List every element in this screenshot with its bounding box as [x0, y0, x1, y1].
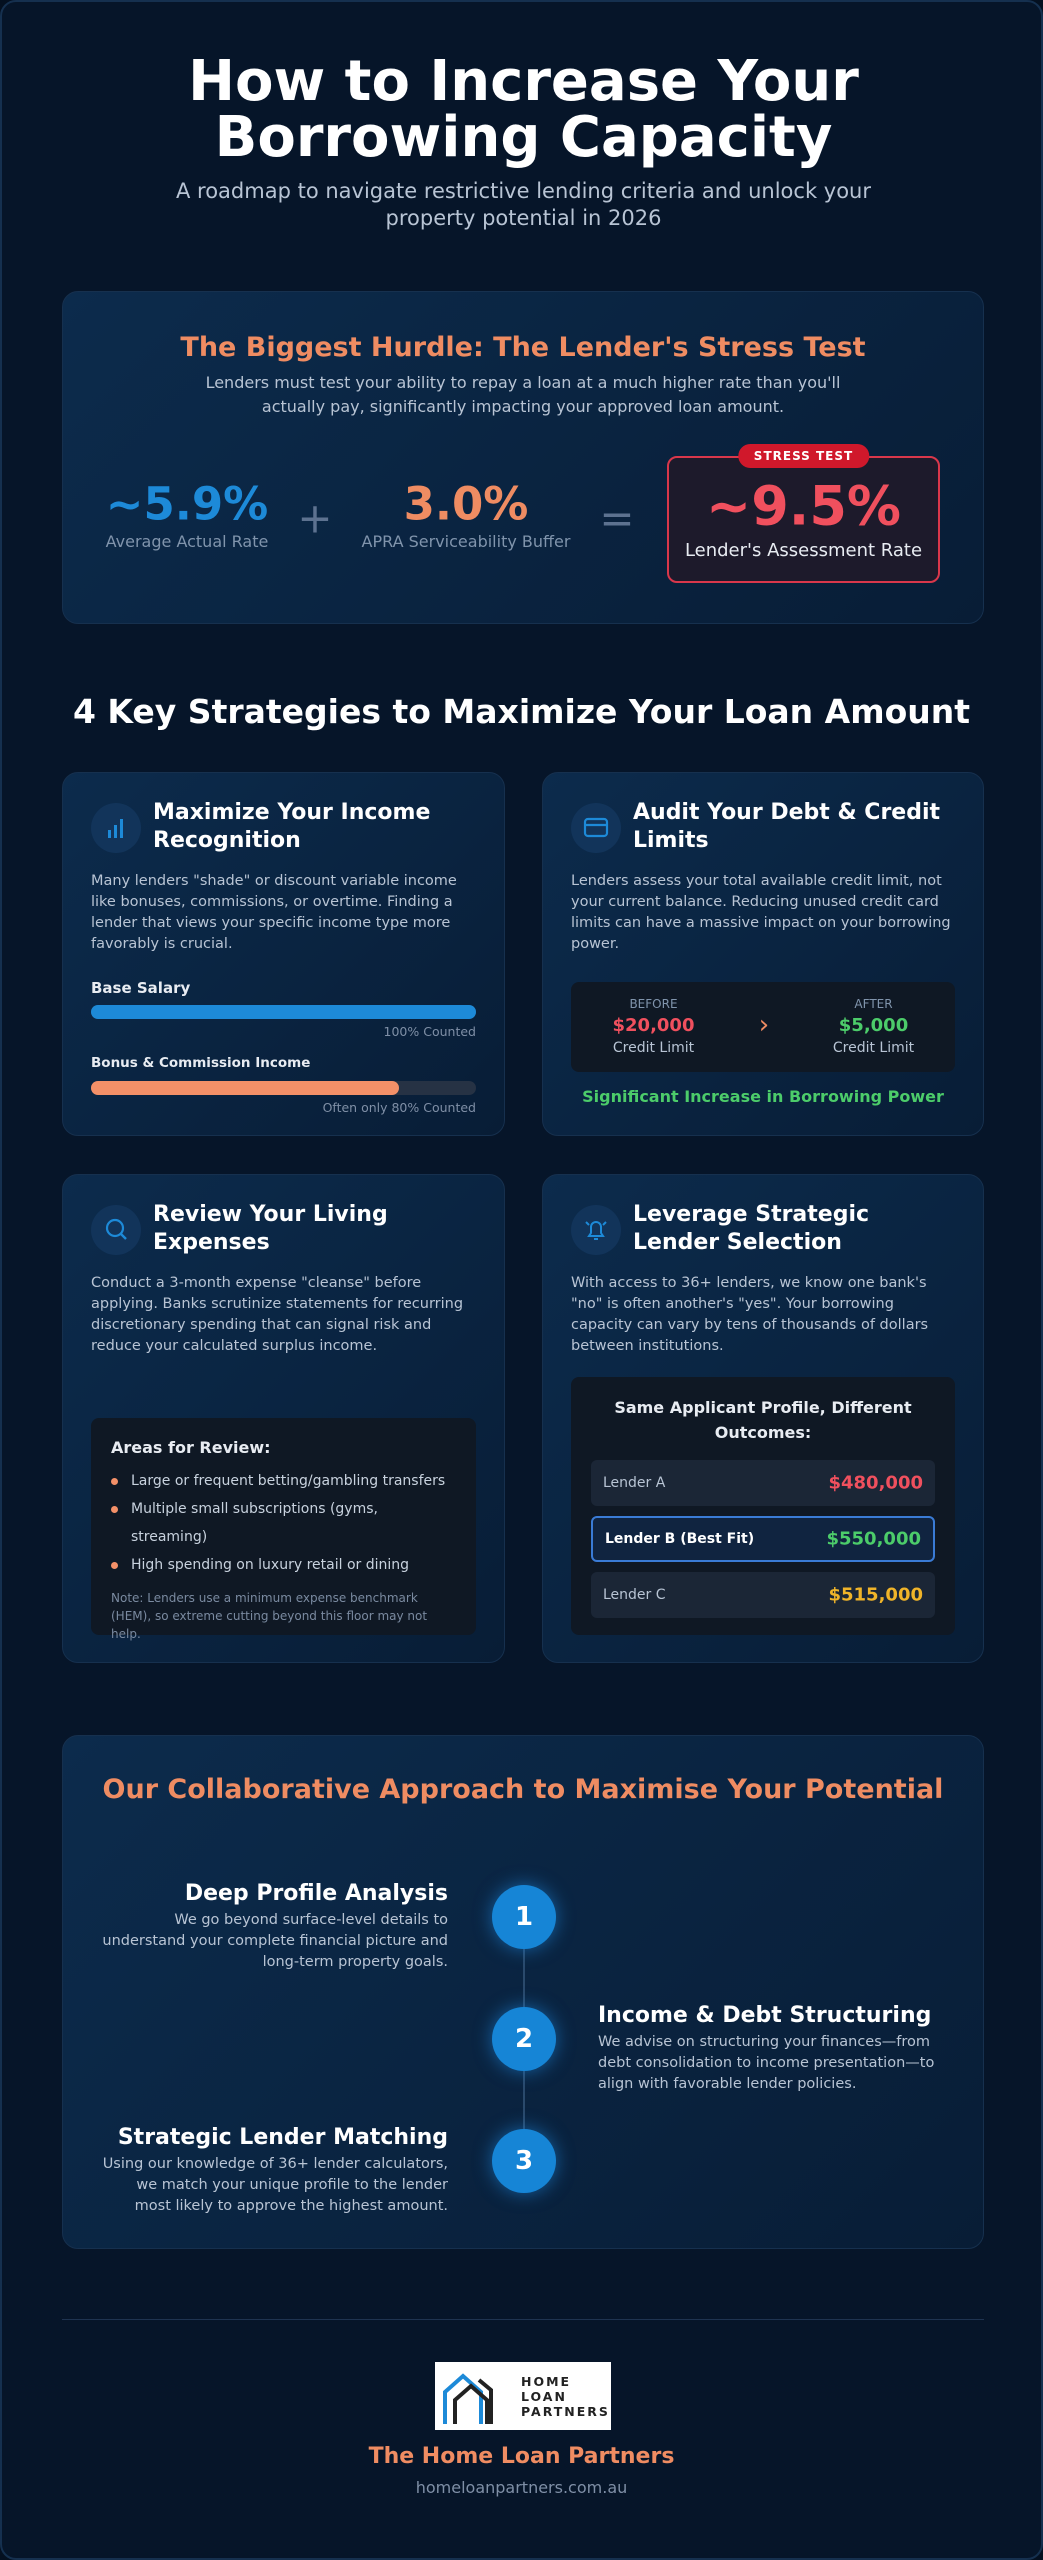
card-title: Review Your Living Expenses [153, 1202, 388, 1255]
title: How to Increase Your Borrowing Capacity [188, 49, 859, 170]
review-item: Large or frequent betting/gambling trans… [111, 1467, 456, 1495]
after-label: AFTER [854, 997, 893, 1011]
bar-track [91, 1081, 476, 1095]
step-description: Using our knowledge of 36+ lender calcul… [102, 2156, 448, 2214]
review-item: Multiple small subscriptions (gyms, stre… [111, 1495, 456, 1551]
stat-value: ~5.9% [105, 477, 269, 531]
lender-panel: Same Applicant Profile, Different Outcom… [571, 1377, 955, 1635]
card-description: With access to 36+ lenders, we know one … [571, 1275, 929, 1354]
lender-amount: $550,000 [826, 1528, 921, 1550]
divider [62, 2319, 984, 2320]
after-caption: Credit Limit [832, 1040, 915, 1056]
card-title: Maximize Your Income Recognition [153, 800, 431, 853]
step-description: We advise on structuring your finances—f… [598, 2034, 935, 2092]
step-text: Deep Profile Analysis We go beyond surfac… [98, 1881, 448, 1973]
icon [571, 1205, 621, 1255]
step-description: We go beyond surface-level details to un… [102, 1912, 448, 1970]
approach-card: Our Collaborative Approach to Maximise Y… [62, 1735, 984, 2249]
step-title: Income & Debt Structuring [598, 2003, 932, 2028]
section-heading: 4 Key Strategies to Maximize Your Loan A… [72, 692, 971, 731]
logo-word: LOAN [521, 2389, 567, 2404]
lender-amount: $515,000 [828, 1584, 923, 1606]
lender-amount: $480,000 [828, 1472, 923, 1494]
step-title: Deep Profile Analysis [184, 1881, 448, 1906]
strategy-card: Maximize Your Income Recognition Many le… [62, 772, 505, 1136]
panel-heading: Same Applicant Profile, Different Outcom… [614, 1398, 912, 1442]
lender-name: Lender C [603, 1587, 666, 1603]
step-number: 1 [492, 1885, 556, 1949]
card-description: Many lenders "shade" or discount variabl… [91, 873, 457, 952]
step-title: Strategic Lender Matching [117, 2125, 448, 2150]
credit-result: Significant Increase in Borrowing Power [582, 1087, 944, 1106]
card-description: Lenders assess your total available cred… [571, 873, 951, 952]
card-title: Audit Your Debt & Credit Limits [633, 800, 941, 853]
logo-text: HOME LOAN PARTNERS [521, 2374, 610, 2419]
before-label: BEFORE [629, 997, 678, 1011]
lender-name: Lender A [603, 1475, 666, 1491]
bar-label: Bonus & Commission Income [91, 1055, 311, 1071]
bar-caption: Often only 80% Counted [322, 1100, 476, 1115]
lender-row: Lender B (Best Fit) $550,000 [591, 1516, 935, 1562]
credit-panel: BEFORE $20,000 Credit Limit › AFTER $5,0… [571, 982, 955, 1072]
step-number: 3 [492, 2129, 556, 2193]
approach-heading: Our Collaborative Approach to Maximise Y… [102, 1774, 944, 1805]
step-number: 2 [492, 2007, 556, 2071]
lender-name: Lender B (Best Fit) [605, 1531, 755, 1547]
step-text: Income & Debt Structuring We advise on st… [598, 2003, 938, 2095]
arrow: › [758, 1010, 770, 1040]
bullet [111, 1562, 118, 1569]
result-box: STRESS TEST ~9.5% Lender's Assessment Ra… [667, 444, 940, 583]
icon [91, 1205, 141, 1255]
item-text: Large or frequent betting/gambling trans… [131, 1473, 446, 1489]
operator: = [599, 493, 635, 543]
panel-heading: Areas for Review: [111, 1438, 271, 1457]
bar-caption: 100% Counted [383, 1024, 476, 1039]
strategy-card: Leverage Strategic Lender Selection With… [542, 1174, 984, 1663]
stat-label: Average Actual Rate [105, 532, 269, 551]
item-text: High spending on luxury retail or dining [131, 1557, 410, 1573]
brand-url: homeloanpartners.com.au [415, 2478, 628, 2497]
stress-description: Lenders must test your ability to repay … [205, 373, 841, 416]
stat-value: 3.0% [403, 477, 529, 531]
operator: + [297, 493, 333, 543]
logo-word: HOME [521, 2374, 572, 2389]
before-amount: $20,000 [612, 1015, 695, 1036]
card-description: Conduct a 3-month expense "cleanse" befo… [91, 1275, 464, 1354]
lender-row: Lender A $480,000 [591, 1460, 935, 1506]
bar-fill [91, 1081, 399, 1095]
logo: HOME LOAN PARTNERS [435, 2362, 611, 2430]
icon [571, 803, 621, 853]
bar-fill [91, 1005, 476, 1019]
result-label: Lender's Assessment Rate [684, 540, 923, 561]
review-item: High spending on luxury retail or dining [111, 1551, 456, 1579]
subtitle: A roadmap to navigate restrictive lendin… [176, 179, 871, 230]
card-title: Leverage Strategic Lender Selection [633, 1202, 870, 1255]
lender-row: Lender C $515,000 [591, 1572, 935, 1618]
stress-test-card: The Biggest Hurdle: The Lender's Stress … [62, 291, 984, 624]
review-panel: Areas for Review: Large or frequent bett… [91, 1418, 476, 1641]
strategy-card: Review Your Living Expenses Conduct a 3-… [62, 1174, 505, 1663]
brand-name: The Home Loan Partners [368, 2444, 675, 2469]
bullet [111, 1506, 118, 1513]
bar-label: Base Salary [91, 979, 191, 997]
stat-label: APRA Serviceability Buffer [361, 532, 571, 551]
stress-heading: The Biggest Hurdle: The Lender's Stress … [180, 332, 866, 363]
badge: STRESS TEST [737, 444, 870, 468]
before-caption: Credit Limit [612, 1040, 695, 1056]
logo-mark [443, 2373, 493, 2424]
note: Note: Lenders use a minimum expense benc… [111, 1591, 428, 1641]
strategy-card: Audit Your Debt & Credit Limits Lenders … [542, 772, 984, 1136]
after-amount: $5,000 [838, 1015, 909, 1036]
icon [91, 803, 141, 853]
step-text: Strategic Lender Matching Using our knowl… [98, 2125, 448, 2217]
result-value: ~9.5% [705, 474, 902, 538]
bar-track [91, 1005, 476, 1019]
item-text: Multiple small subscriptions (gyms, stre… [131, 1501, 378, 1545]
logo-word: PARTNERS [521, 2404, 610, 2419]
bullet [111, 1478, 118, 1485]
